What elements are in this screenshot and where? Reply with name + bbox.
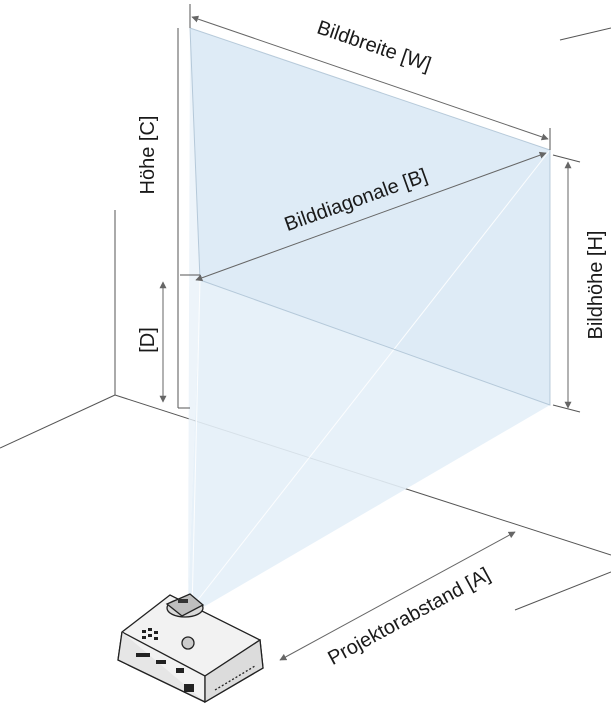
diagonal-dimension <box>180 151 547 282</box>
height-c-label: Höhe [C] <box>137 116 159 195</box>
distance-dimension <box>279 531 516 661</box>
light-beam <box>188 28 551 612</box>
width-label: Bildbreite [W] <box>314 17 434 76</box>
height-c-reference <box>177 28 190 409</box>
width-dimension <box>189 4 551 150</box>
offset-d-label: [D] <box>137 327 159 353</box>
projector-icon <box>117 593 264 704</box>
image-height-label: Bildhöhe [H] <box>585 231 607 340</box>
image-height-dimension <box>552 154 581 413</box>
distance-label: Projektorabstand [A] <box>324 564 494 670</box>
